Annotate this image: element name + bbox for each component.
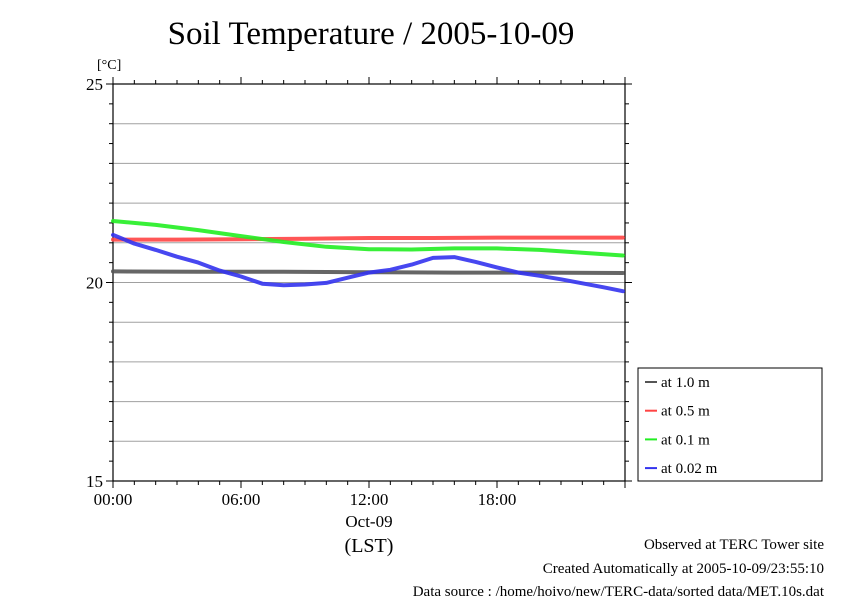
x-tick-label: 12:00 — [350, 490, 389, 509]
series-line-at-0-02-m — [111, 232, 625, 294]
footer-site: Observed at TERC Tower site — [643, 537, 824, 553]
legend-label: at 0.5 m — [661, 404, 710, 420]
footer-source: Data source : /home/hoivo/new/TERC-data/… — [412, 584, 824, 600]
series-line-at-0-1-m — [111, 219, 625, 258]
y-tick-label: 20 — [86, 274, 103, 293]
chart-title: Soil Temperature / 2005-10-09 — [167, 16, 575, 52]
x-tick-label: 06:00 — [222, 490, 261, 509]
y-tick-label: 15 — [86, 472, 103, 491]
series-group — [111, 219, 625, 294]
grid — [113, 123, 625, 442]
legend: at 1.0 m at 0.5 m at 0.1 m at 0.02 m — [637, 367, 823, 482]
legend-box — [637, 367, 823, 482]
series-line-at-0-5-m — [111, 235, 625, 242]
x-tick-label: 00:00 — [94, 490, 133, 509]
legend-label: at 1.0 m — [661, 375, 710, 391]
x-axis-title: (LST) — [345, 535, 394, 557]
y-axis-unit: [°C] — [97, 58, 121, 73]
legend-label: at 0.1 m — [661, 432, 710, 448]
x-tick-label: 18:00 — [478, 490, 517, 509]
y-tick-label: 25 — [86, 75, 103, 94]
x-axis-date-label: Oct-09 — [345, 512, 392, 531]
axes: 15 20 25 00:00 06:00 12:00 18:00 — [86, 75, 632, 509]
legend-label: at 0.02 m — [661, 461, 718, 477]
footer-created: Created Automatically at 2005-10-09/23:5… — [542, 561, 824, 577]
